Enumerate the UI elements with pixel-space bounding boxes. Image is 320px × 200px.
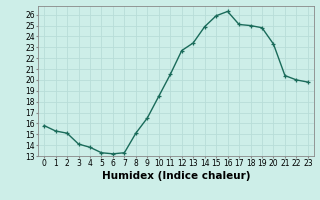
X-axis label: Humidex (Indice chaleur): Humidex (Indice chaleur) bbox=[102, 171, 250, 181]
